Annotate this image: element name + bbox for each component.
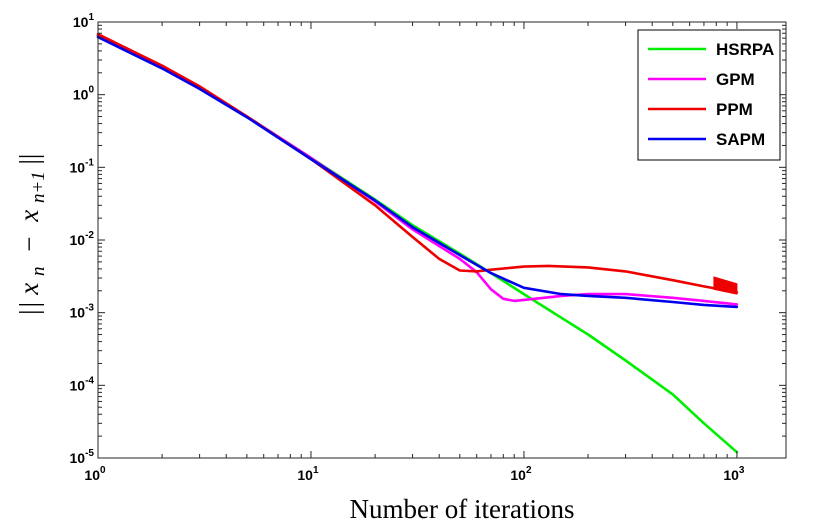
y-tick-label: 10-1 (70, 157, 95, 175)
axes-layer: 100 101 102 103 101 100 10-1 10-2 10-3 10-4 10-5 (70, 12, 787, 483)
y-tick-label: 10-3 (70, 303, 95, 321)
series-line-sapm (96, 35, 739, 309)
legend-label-hsrpa: HSRPA (716, 40, 774, 59)
legend: HSRPA GPM PPM SAPM (637, 29, 781, 161)
y-tick-label: 100 (73, 85, 95, 103)
y-axis-label-x1: x (14, 283, 44, 296)
y-axis-label-sub1: n (28, 267, 49, 277)
y-axis-label-x2: x (14, 210, 44, 223)
series-layer (96, 32, 739, 454)
y-tick-label: 10-5 (70, 448, 95, 466)
band-ppm (713, 276, 738, 295)
x-tick-label: 103 (723, 465, 745, 483)
x-tick-label: 101 (297, 465, 319, 483)
y-tick-label: 10-4 (70, 375, 95, 393)
x-tick-label: 100 (84, 465, 106, 483)
legend-label-gpm: GPM (716, 70, 755, 89)
y-axis-label-open: || (14, 301, 44, 316)
legend-label-ppm: PPM (716, 100, 753, 119)
y-tick-label: 10-2 (70, 230, 95, 248)
y-axis-label-minus: − (14, 237, 44, 252)
y-axis-label-sub2: n+1 (28, 171, 49, 203)
y-tick-label: 101 (73, 12, 95, 30)
x-axis-label: Number of iterations (350, 494, 575, 524)
y-axis-label-close: || (14, 154, 44, 165)
legend-label-sapm: SAPM (716, 130, 765, 149)
x-tick-label: 102 (510, 465, 532, 483)
y-axis-label: || x n − x n+1 || (14, 154, 50, 317)
